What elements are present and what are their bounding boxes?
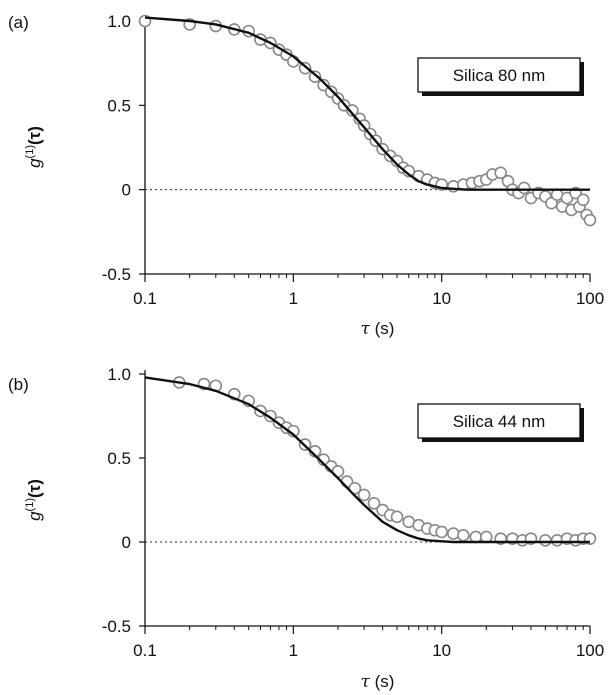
data-point — [357, 488, 371, 502]
data-point — [308, 70, 322, 83]
y-tick-label: -0.5 — [102, 265, 131, 284]
data-point — [583, 213, 597, 227]
data-point — [346, 104, 359, 117]
x-tick-label: 100 — [576, 641, 604, 660]
x-tick-label: 10 — [432, 641, 451, 660]
y-axis-arg: (τ) — [25, 479, 44, 498]
y-tick-label: 0 — [122, 533, 131, 552]
x-axis-unit: (s) — [370, 672, 395, 691]
y-axis-arg: (τ) — [25, 126, 44, 145]
y-tick-label: 1.0 — [107, 12, 131, 31]
y-axis-title: g(1)(τ) — [24, 126, 44, 168]
chart-panel: (a) 1.0 0.5 0 -0.50.1 1 10 100 τ (s) g(1)(τ) Silic… — [8, 12, 604, 339]
annotation-box — [417, 403, 581, 439]
panel-label: (a) — [8, 13, 29, 32]
y-tick-label: 0.5 — [107, 96, 131, 115]
y-tick-label: 1.0 — [107, 365, 131, 384]
x-tick-label: 0.1 — [133, 641, 157, 660]
y-tick-label: 0.5 — [107, 449, 131, 468]
x-tick-label: 1 — [289, 289, 298, 308]
data-point — [494, 166, 507, 180]
data-point — [517, 181, 531, 195]
y-axis-base: g — [25, 158, 44, 168]
data-point — [367, 497, 381, 510]
x-tick-label: 1 — [289, 641, 298, 660]
data-point — [435, 525, 448, 539]
x-axis-title: τ (s) — [361, 319, 395, 339]
data-point — [539, 534, 552, 547]
panel-label: (b) — [8, 375, 29, 394]
data-point — [348, 481, 362, 495]
y-axis-sup: (1) — [24, 498, 36, 511]
data-point — [457, 528, 470, 542]
annotation-box — [417, 57, 581, 93]
y-tick-label: -0.5 — [102, 617, 131, 636]
x-axis-symbol: τ — [361, 319, 371, 339]
y-tick-label: 0 — [122, 181, 131, 200]
chart-panel: (b) 1.0 0.5 0 -0.50.1 1 10 100 τ (s) g(1)(τ) Silic… — [8, 365, 604, 692]
data-point — [550, 534, 564, 547]
y-axis-base: g — [25, 511, 44, 521]
data-point — [447, 527, 460, 540]
x-axis-symbol: τ — [361, 672, 371, 692]
x-axis-unit: (s) — [370, 319, 395, 338]
data-point — [390, 510, 404, 524]
annotation-label: Silica 44 nm — [453, 412, 546, 431]
x-axis-title: τ (s) — [361, 672, 395, 692]
fit-curve — [144, 376, 590, 544]
x-tick-label: 100 — [576, 289, 604, 308]
fit-curve — [144, 16, 590, 191]
y-axis-title: g(1)(τ) — [24, 479, 44, 521]
annotation-label: Silica 80 nm — [453, 66, 546, 85]
data-point — [576, 193, 590, 207]
y-axis-sup: (1) — [24, 145, 36, 158]
x-tick-label: 10 — [432, 289, 451, 308]
x-tick-label: 0.1 — [133, 289, 157, 308]
